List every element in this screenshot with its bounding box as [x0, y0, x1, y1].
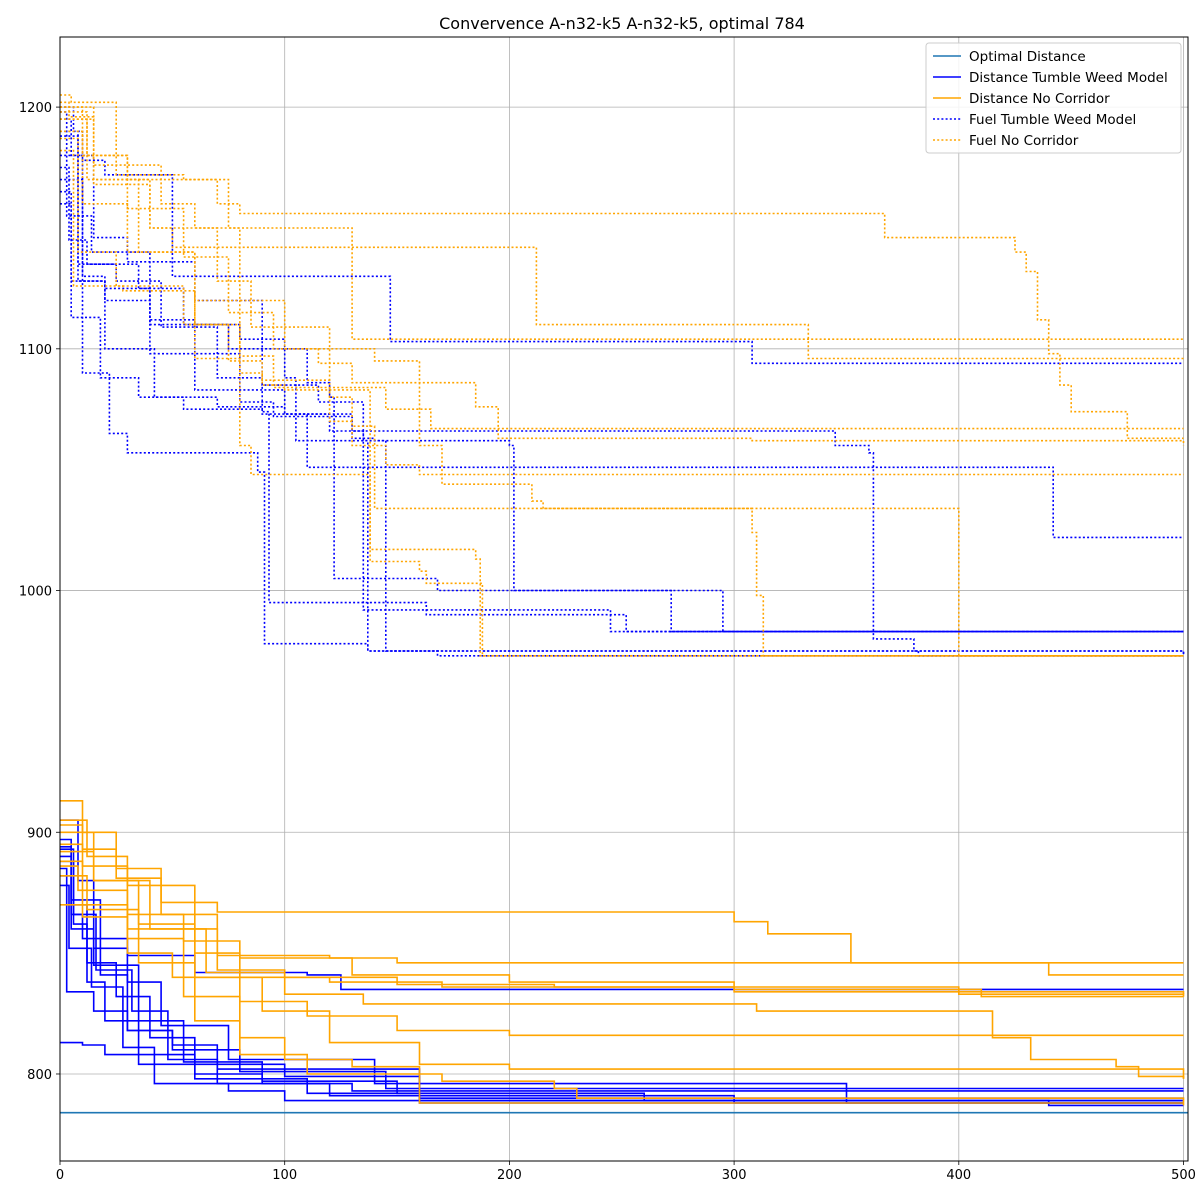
- y-tick-label: 1000: [19, 585, 52, 600]
- legend-label: Optimal Distance: [969, 49, 1086, 65]
- series-line-10: [60, 848, 1184, 1104]
- x-tick-label: 300: [722, 1168, 747, 1183]
- plot-area: [60, 94, 1188, 1114]
- series-line-39: [60, 111, 1184, 657]
- x-tick-label: 400: [946, 1168, 971, 1183]
- y-tick-label: 1200: [19, 101, 52, 116]
- legend-label: Fuel Tumble Weed Model: [969, 112, 1136, 128]
- legend-box: [925, 42, 1182, 154]
- series-group: [60, 94, 1188, 1114]
- series-line-12: [60, 824, 1184, 964]
- series-line-3: [60, 819, 1184, 1104]
- series-line-35: [60, 130, 1184, 430]
- series-line-18: [60, 865, 1185, 1079]
- series-line-31: [60, 106, 1184, 440]
- series-line-30: [60, 111, 1185, 656]
- legend-label: Distance Tumble Weed Model: [969, 70, 1168, 86]
- series-line-20: [60, 875, 1185, 1106]
- series-line-9: [60, 884, 1184, 1102]
- series-line-36: [60, 137, 1184, 657]
- x-tick-label: 0: [56, 1168, 64, 1183]
- legend-label: Distance No Corridor: [969, 91, 1110, 107]
- y-tick-label: 1100: [19, 343, 52, 358]
- x-tick-label: 100: [272, 1168, 297, 1183]
- series-line-34: [60, 106, 1185, 446]
- legend: Optimal Distance Distance Tumble Weed Mod…: [925, 42, 1182, 154]
- x-tick-label: 500: [1171, 1168, 1196, 1183]
- axes-frame: [59, 36, 1189, 1162]
- y-tick-label: 900: [27, 826, 52, 841]
- series-line-33: [60, 94, 1184, 340]
- axis-ticks: 0 100 200 300 400 500 800 900 1000 1100 1200: [19, 101, 1196, 1183]
- x-tick-label: 200: [497, 1168, 522, 1183]
- series-line-28: [60, 135, 1184, 657]
- series-line-37: [60, 118, 1184, 476]
- series-line-16: [60, 904, 1184, 1037]
- series-line-40: [60, 101, 1184, 657]
- series-line-29: [60, 166, 1184, 633]
- series-line-24: [60, 130, 1184, 633]
- series-line-22: [60, 190, 1184, 633]
- series-line-8: [60, 855, 1184, 1090]
- legend-label: Fuel No Corridor: [969, 133, 1079, 149]
- y-tick-label: 800: [27, 1068, 52, 1083]
- series-line-23: [60, 118, 1184, 633]
- chart-title: Convervence A-n32-k5 A-n32-k5, optimal 7…: [439, 14, 805, 33]
- series-line-32: [60, 118, 1184, 360]
- series-line-38: [60, 149, 1184, 657]
